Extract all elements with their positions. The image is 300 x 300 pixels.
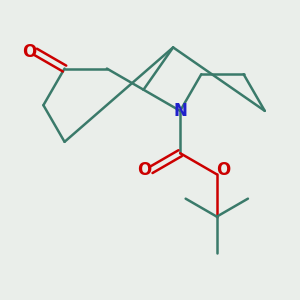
Text: O: O	[137, 161, 152, 179]
Text: O: O	[22, 43, 36, 61]
Text: O: O	[216, 161, 230, 179]
Text: N: N	[173, 102, 187, 120]
